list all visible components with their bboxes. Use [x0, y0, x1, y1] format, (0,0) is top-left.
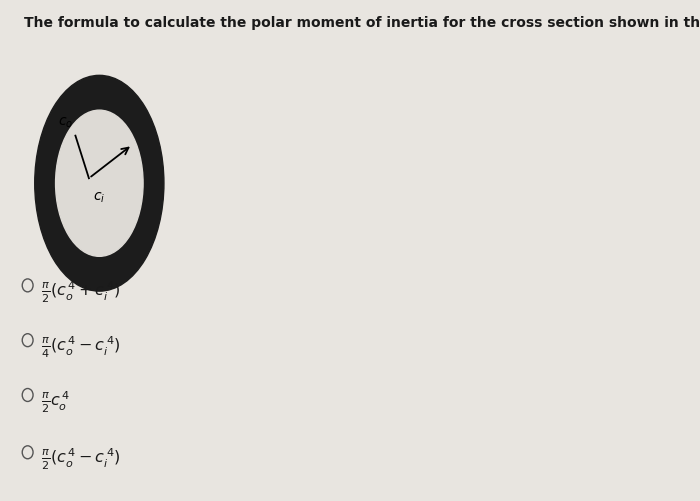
Text: $\frac{\pi}{4}(c_o^{\,4} - c_i^{\,4})$: $\frac{\pi}{4}(c_o^{\,4} - c_i^{\,4})$	[41, 335, 120, 360]
Ellipse shape	[55, 110, 143, 257]
Text: $c_i$: $c_i$	[93, 191, 106, 205]
Ellipse shape	[35, 75, 164, 291]
Text: $\frac{\pi}{2}(c_o^{\,4} - c_i^{\,4})$: $\frac{\pi}{2}(c_o^{\,4} - c_i^{\,4})$	[41, 447, 120, 472]
Text: The formula to calculate the polar moment of inertia for the cross section shown: The formula to calculate the polar momen…	[25, 17, 700, 31]
Text: $\frac{\pi}{2}c_o^{\,4}$: $\frac{\pi}{2}c_o^{\,4}$	[41, 390, 70, 415]
Text: $\frac{\pi}{2}(c_o^{\,4} + c_i^{\,4})$: $\frac{\pi}{2}(c_o^{\,4} + c_i^{\,4})$	[41, 280, 120, 306]
Text: $c_o$: $c_o$	[58, 115, 74, 130]
